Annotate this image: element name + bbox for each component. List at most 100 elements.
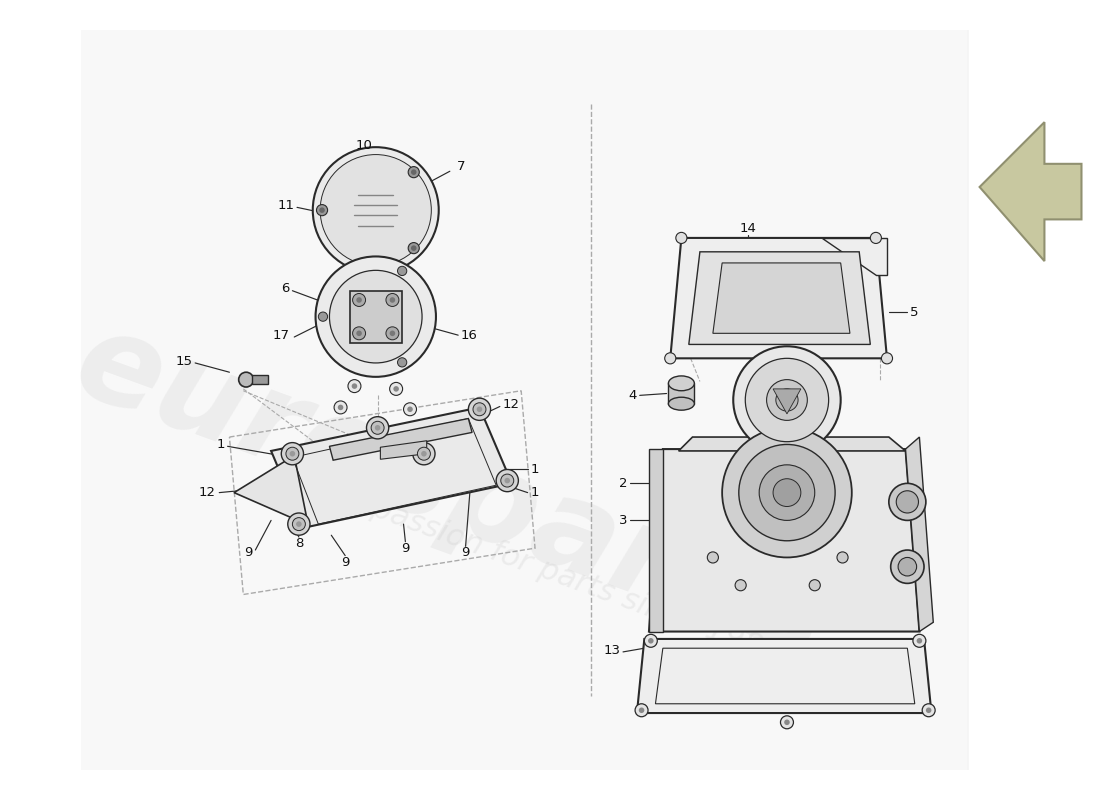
Bar	[252, 375, 268, 384]
Circle shape	[776, 389, 799, 411]
Circle shape	[366, 417, 388, 439]
Circle shape	[411, 170, 417, 175]
Text: 5: 5	[910, 306, 918, 318]
Polygon shape	[713, 263, 850, 334]
Circle shape	[722, 428, 851, 558]
Circle shape	[664, 353, 675, 364]
Polygon shape	[773, 389, 801, 414]
Circle shape	[645, 634, 658, 647]
Polygon shape	[679, 437, 905, 451]
Text: 12: 12	[198, 486, 216, 499]
Circle shape	[412, 442, 434, 465]
Circle shape	[735, 580, 746, 590]
Circle shape	[386, 327, 399, 340]
Circle shape	[394, 386, 399, 392]
Circle shape	[781, 716, 793, 729]
Circle shape	[881, 353, 892, 364]
Circle shape	[319, 207, 324, 213]
Circle shape	[898, 558, 916, 576]
Text: 9: 9	[341, 555, 350, 569]
Circle shape	[353, 327, 365, 340]
Circle shape	[289, 451, 295, 457]
Circle shape	[397, 358, 407, 367]
Circle shape	[356, 330, 362, 336]
Polygon shape	[980, 122, 1081, 261]
Circle shape	[837, 552, 848, 563]
Text: 4: 4	[628, 389, 637, 402]
Ellipse shape	[669, 398, 694, 410]
Text: 9: 9	[244, 546, 253, 559]
Circle shape	[913, 634, 926, 647]
Circle shape	[473, 402, 486, 416]
Circle shape	[648, 638, 653, 643]
Circle shape	[916, 638, 922, 643]
Text: 1: 1	[530, 486, 539, 499]
Polygon shape	[637, 639, 932, 713]
Circle shape	[293, 518, 306, 530]
Circle shape	[759, 465, 815, 520]
Bar	[669, 383, 694, 404]
Circle shape	[334, 401, 346, 414]
Circle shape	[386, 294, 399, 306]
Ellipse shape	[669, 376, 694, 390]
Circle shape	[476, 406, 482, 412]
Polygon shape	[271, 407, 512, 528]
Circle shape	[286, 447, 299, 460]
Circle shape	[896, 490, 918, 513]
Circle shape	[397, 266, 407, 275]
Circle shape	[317, 205, 328, 216]
Text: 8: 8	[295, 537, 304, 550]
Circle shape	[288, 513, 310, 535]
Polygon shape	[649, 449, 663, 631]
Circle shape	[707, 552, 718, 563]
Circle shape	[389, 330, 395, 336]
Circle shape	[353, 294, 365, 306]
Circle shape	[889, 483, 926, 520]
Polygon shape	[670, 238, 887, 358]
Polygon shape	[329, 418, 472, 460]
Circle shape	[348, 380, 361, 393]
Text: a passion for parts since 1983: a passion for parts since 1983	[341, 483, 784, 669]
Text: 13: 13	[603, 643, 620, 657]
Circle shape	[773, 478, 801, 506]
Circle shape	[922, 704, 935, 717]
Circle shape	[375, 425, 381, 430]
Text: 9: 9	[402, 542, 409, 554]
Text: 7: 7	[456, 160, 465, 173]
Text: 1: 1	[217, 438, 224, 451]
Circle shape	[282, 442, 304, 465]
Circle shape	[329, 270, 422, 363]
Text: 1: 1	[530, 463, 539, 476]
Circle shape	[891, 550, 924, 583]
Polygon shape	[649, 449, 920, 631]
Text: 12: 12	[503, 398, 519, 411]
Polygon shape	[689, 252, 870, 345]
Circle shape	[316, 257, 436, 377]
Text: 9: 9	[461, 546, 470, 559]
Circle shape	[746, 358, 828, 442]
Circle shape	[356, 297, 362, 302]
Text: 16: 16	[461, 329, 477, 342]
Text: 11: 11	[277, 199, 295, 212]
Circle shape	[312, 147, 439, 273]
Text: 2: 2	[619, 477, 628, 490]
Circle shape	[496, 470, 518, 492]
Circle shape	[320, 154, 431, 266]
Circle shape	[675, 232, 686, 243]
Circle shape	[734, 346, 840, 454]
Circle shape	[870, 232, 881, 243]
Circle shape	[505, 478, 510, 483]
Text: 3: 3	[619, 514, 628, 527]
Circle shape	[739, 445, 835, 541]
Polygon shape	[381, 441, 427, 459]
Text: 6: 6	[282, 282, 289, 295]
Circle shape	[352, 383, 358, 389]
Circle shape	[296, 522, 301, 527]
Circle shape	[371, 422, 384, 434]
Circle shape	[239, 372, 253, 387]
Circle shape	[408, 166, 419, 178]
Circle shape	[784, 719, 790, 725]
Polygon shape	[350, 290, 402, 342]
Text: eurospares: eurospares	[59, 301, 844, 685]
Circle shape	[639, 707, 645, 713]
